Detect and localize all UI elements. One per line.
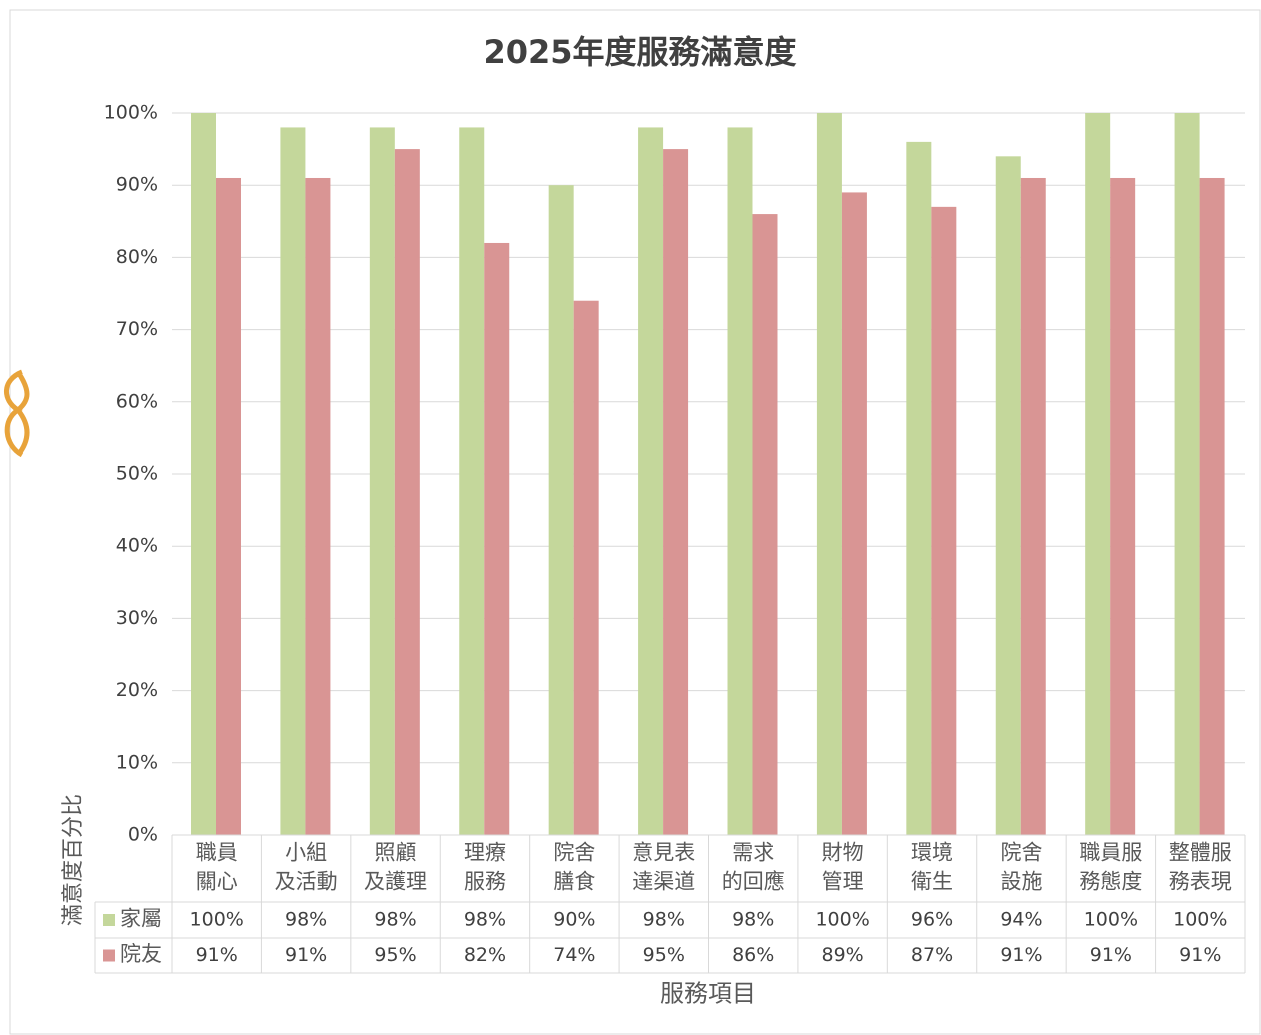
x-tick-label: 的回應 [722,870,785,894]
table-cell: 95% [374,944,416,966]
x-tick-label: 理療 [464,841,506,865]
x-tick-label: 意見表 [632,841,695,865]
bar [1110,177,1136,836]
x-tick-label: 財物 [822,841,864,865]
y-tick-label: 80% [116,246,158,268]
bar [995,156,1021,835]
table-cell: 100% [1173,909,1227,931]
bar [394,149,420,836]
legend-swatch [103,914,115,926]
x-tick-label: 職員服 [1079,841,1142,865]
bar [727,127,753,835]
table-cell: 98% [374,909,416,931]
x-tick-label: 達渠道 [632,870,695,894]
legend-label: 院友 [120,942,162,966]
x-tick-label: 院舍 [553,841,595,865]
x-tick-label: 務態度 [1079,870,1142,894]
bar [1199,177,1225,836]
x-tick-label: 及護理 [364,870,427,894]
y-tick-label: 100% [104,102,158,124]
x-tick-label: 衛生 [911,870,953,894]
table-cell: 100% [1084,909,1138,931]
table-cell: 91% [1179,944,1221,966]
table-cell: 90% [553,909,595,931]
bar [369,127,395,835]
table-cell: 98% [285,909,327,931]
y-axis-label: 滿意度百分比 [61,794,86,926]
table-cell: 91% [285,944,327,966]
table-cell: 98% [643,909,685,931]
x-tick-label: 環境 [911,841,953,865]
table-cell: 98% [732,909,774,931]
x-tick-label: 設施 [1000,870,1042,894]
x-tick-label: 照顧 [375,841,417,865]
x-tick-label: 膳食 [553,870,595,894]
table-cell: 96% [911,909,953,931]
bar [638,127,664,835]
bar [191,113,216,835]
logo [4,369,30,458]
table-cell: 86% [732,944,774,966]
y-tick-label: 70% [116,318,158,340]
bar [1020,177,1046,836]
bar [663,149,689,836]
y-tick-label: 10% [116,751,158,773]
table-cell: 74% [553,944,595,966]
bar [216,177,241,836]
table-cell: 94% [1000,909,1042,931]
y-tick-label: 0% [128,824,158,846]
x-tick-label: 管理 [822,870,864,894]
bar [906,141,932,835]
bar [1174,113,1200,835]
y-tick-label: 30% [116,607,158,629]
x-tick-label: 整體服 [1169,841,1232,865]
x-tick-label: 小組 [285,841,327,865]
table-cell: 95% [643,944,685,966]
x-axis-label: 服務項目 [660,980,756,1008]
bar [548,185,574,835]
bar [816,113,842,835]
chart-title: 2025年度服務滿意度 [483,33,796,71]
table-cell: 100% [190,909,244,931]
bar [841,192,867,836]
x-tick-label: 及活動 [275,870,338,894]
y-tick-label: 40% [116,535,158,557]
bar [459,127,485,835]
legend-label: 家屬 [120,907,162,931]
x-tick-label: 院舍 [1000,841,1042,865]
bar [1085,113,1111,835]
bar [280,127,306,835]
legend-swatch [103,949,115,962]
x-tick-label: 務表現 [1169,870,1232,894]
table-cell: 91% [1090,944,1132,966]
table-cell: 89% [822,944,864,966]
x-tick-label: 關心 [196,870,238,894]
bar [484,242,510,835]
bar [752,214,778,835]
y-tick-label: 60% [116,390,158,412]
table-cell: 87% [911,944,953,966]
table-cell: 91% [1000,944,1042,966]
bar [931,206,957,836]
table-cell: 82% [464,944,506,966]
y-tick-label: 20% [116,679,158,701]
x-tick-label: 需求 [732,841,774,865]
bar [305,177,331,836]
table-cell: 98% [464,909,506,931]
bar [573,300,599,836]
table-cell: 100% [815,909,869,931]
y-tick-label: 50% [116,463,158,485]
x-tick-label: 職員 [196,841,238,865]
y-tick-label: 90% [116,174,158,196]
x-tick-label: 服務 [464,870,506,894]
table-cell: 91% [196,944,238,966]
